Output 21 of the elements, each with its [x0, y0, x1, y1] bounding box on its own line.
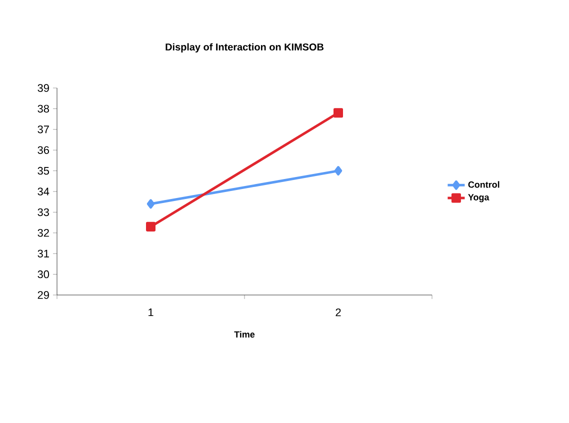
y-tick-label: 29	[38, 291, 49, 299]
y-tick-label: 31	[38, 250, 49, 258]
point	[146, 222, 156, 232]
y-tick-label: 30	[38, 270, 50, 278]
y-tick-label: 38	[38, 104, 49, 113]
x-tick-label: 2	[336, 308, 341, 316]
point	[334, 108, 344, 118]
y-tick-label: 33	[38, 208, 49, 216]
y-tick-label: 39	[38, 84, 49, 92]
y-tick-label: 32	[38, 229, 49, 237]
legend-label: Yoga	[468, 194, 490, 202]
y-tick-label: 34	[38, 188, 50, 196]
chart-title: Display of Interaction on KIMSOB	[166, 43, 324, 52]
y-tick-label: 35	[38, 166, 50, 175]
legend-label: Control	[468, 181, 500, 188]
point	[146, 199, 155, 209]
y-tick-label: 37	[38, 126, 49, 134]
point	[334, 166, 342, 176]
x-tick-label: 1	[148, 308, 154, 316]
x-axis-title: Time	[234, 331, 255, 338]
y-tick-label: 36	[38, 146, 49, 154]
